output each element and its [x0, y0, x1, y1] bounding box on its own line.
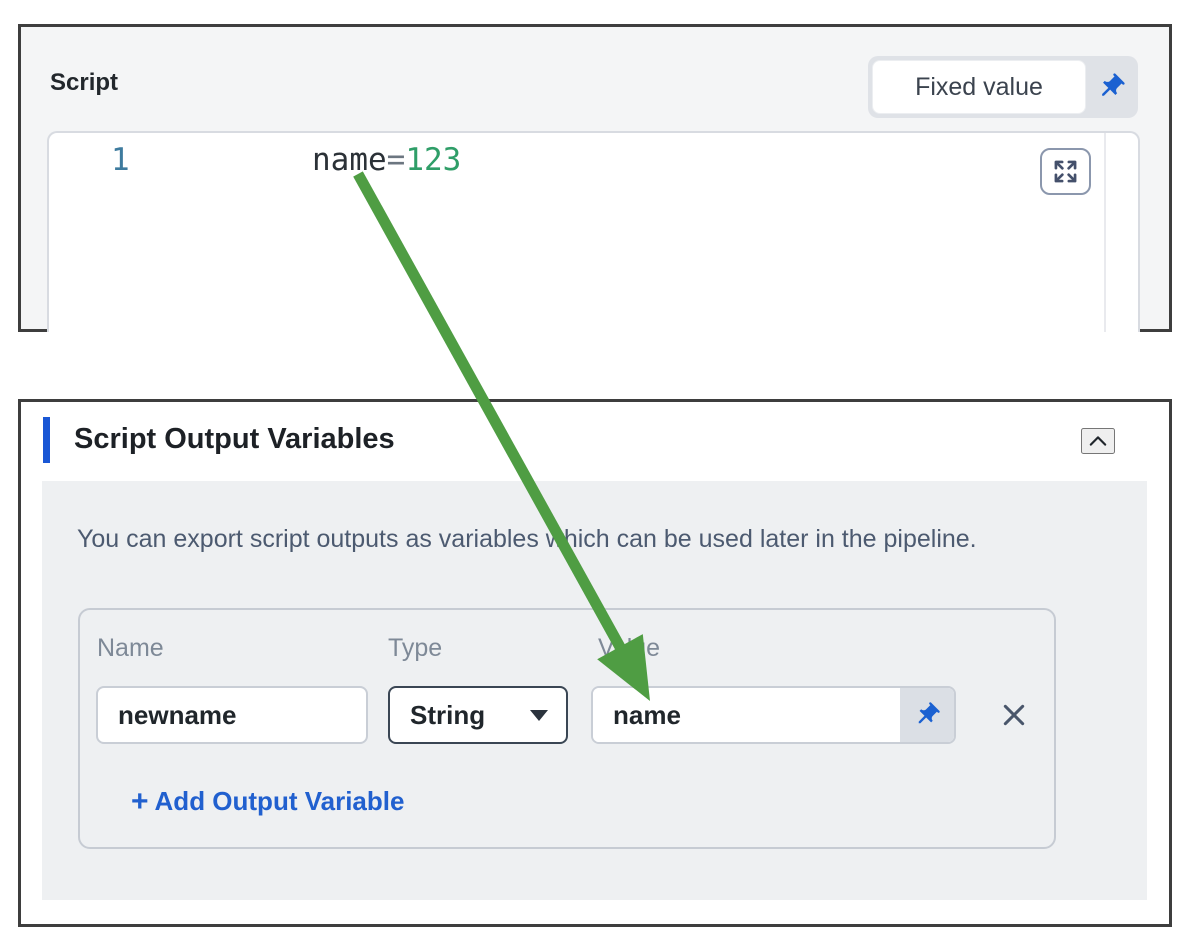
script-output-variables-panel: Script Output Variables You can export s… [18, 399, 1172, 927]
expand-editor-button[interactable] [1040, 148, 1091, 195]
fixed-value-button[interactable]: Fixed value [872, 60, 1086, 114]
remove-variable-button[interactable] [992, 693, 1036, 737]
script-field-label: Script [50, 69, 119, 96]
collapse-section-button[interactable] [1081, 428, 1115, 454]
value-type-selector: Fixed value [868, 56, 1138, 118]
output-variable-card: Name Type Value String [78, 608, 1056, 849]
section-description: You can export script outputs as variabl… [77, 525, 977, 553]
code-line: 1 name=123 [49, 143, 1138, 279]
variable-name-input[interactable] [96, 686, 368, 744]
line-number: 1 [111, 142, 130, 178]
plus-icon: + [131, 784, 149, 818]
script-panel: Script Fixed value 1 name=123 [18, 24, 1172, 332]
accent-bar [43, 417, 50, 463]
code-variable: name [312, 142, 387, 178]
variable-value-group [591, 686, 956, 744]
editor-scrollbar[interactable] [1104, 133, 1106, 332]
pin-icon[interactable] [900, 688, 954, 742]
script-code-editor[interactable]: 1 name=123 [47, 131, 1140, 332]
section-title: Script Output Variables [74, 423, 395, 455]
column-label-name: Name [97, 634, 164, 662]
dropdown-caret-icon [530, 709, 548, 721]
code-value: 123 [405, 142, 462, 178]
expand-icon [1054, 160, 1077, 183]
variable-value-input[interactable] [593, 688, 900, 742]
variable-type-select[interactable]: String [388, 686, 568, 744]
pin-icon[interactable] [1095, 71, 1127, 103]
column-label-value: Value [598, 634, 661, 662]
section-content: You can export script outputs as variabl… [42, 481, 1147, 900]
add-output-variable-button[interactable]: + Add Output Variable [131, 786, 404, 817]
variable-type-selected: String [410, 699, 486, 730]
code-operator: = [386, 142, 406, 178]
column-label-type: Type [388, 634, 443, 662]
close-icon [1003, 704, 1025, 726]
code-text: name=123 [312, 143, 461, 177]
chevron-up-icon [1089, 436, 1107, 446]
add-output-variable-label: Add Output Variable [154, 786, 405, 816]
